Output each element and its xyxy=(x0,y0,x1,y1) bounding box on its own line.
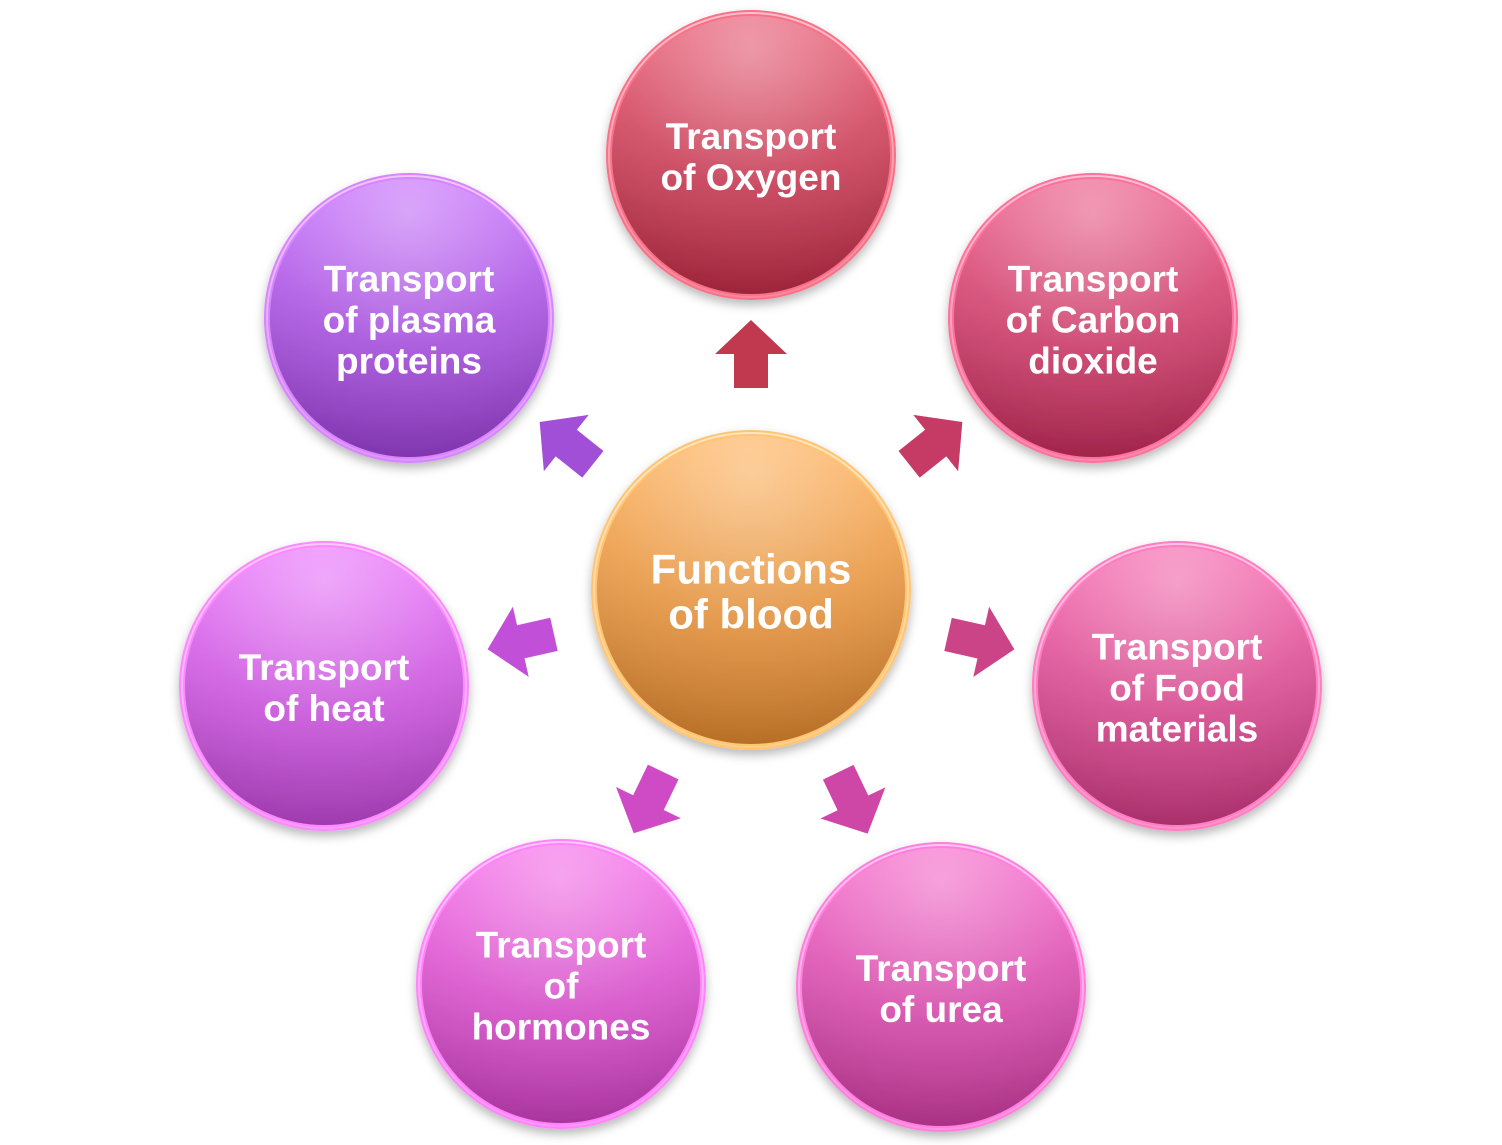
label-hormones-line-2: of xyxy=(544,965,580,1006)
node-gloss xyxy=(185,547,463,825)
label-food-materials-line-3: materials xyxy=(1096,708,1259,749)
label-plasma-proteins-line-1: Transport xyxy=(324,258,495,299)
label-heat-line-2: of heat xyxy=(263,688,384,729)
arrows xyxy=(487,320,1015,834)
label-carbon-dioxide-line-1: Transport xyxy=(1008,258,1179,299)
label-urea-line-2: of urea xyxy=(879,989,1003,1030)
node-ring xyxy=(593,432,909,748)
label-heat-line-1: Transport xyxy=(239,647,410,688)
arrow-to-plasma-proteins xyxy=(539,414,604,478)
node-gloss xyxy=(954,179,1232,457)
label-urea-line-1: Transport xyxy=(856,948,1027,989)
center-label-line-1: Functions xyxy=(651,545,852,592)
label-oxygen-line-2: of Oxygen xyxy=(661,157,842,198)
node-gloss xyxy=(597,436,905,744)
label-food-materials-line-2: of Food xyxy=(1109,667,1245,708)
node-ring xyxy=(181,543,467,829)
node-gloss xyxy=(1038,547,1316,825)
label-food-materials-line-1: Transport xyxy=(1092,626,1263,667)
label-plasma-proteins-line-2: of plasma xyxy=(323,299,496,340)
node-gloss xyxy=(422,845,700,1123)
arrow-to-urea xyxy=(820,764,886,834)
node-ring xyxy=(418,841,704,1127)
node-ring xyxy=(798,844,1084,1130)
label-carbon-dioxide-line-2: of Carbon xyxy=(1006,299,1181,340)
node-gloss xyxy=(802,848,1080,1126)
label-hormones-line-3: hormones xyxy=(472,1006,651,1047)
arrow-to-carbon-dioxide xyxy=(898,414,963,478)
node-ring xyxy=(608,12,894,298)
label-plasma-proteins-line-3: proteins xyxy=(336,340,482,381)
node-ring xyxy=(1034,543,1320,829)
arrow-to-food-materials xyxy=(944,606,1015,677)
node-ring xyxy=(950,175,1236,461)
arrow-to-heat xyxy=(487,606,558,677)
node-ring xyxy=(266,175,552,461)
node-gloss xyxy=(612,16,890,294)
center-label-line-2: of blood xyxy=(668,590,834,637)
label-hormones-line-1: Transport xyxy=(476,924,647,965)
arrow-to-oxygen xyxy=(715,320,787,388)
label-carbon-dioxide-line-3: dioxide xyxy=(1028,340,1158,381)
arrow-to-hormones xyxy=(616,764,681,834)
label-oxygen-line-1: Transport xyxy=(666,116,837,157)
node-gloss xyxy=(270,179,548,457)
